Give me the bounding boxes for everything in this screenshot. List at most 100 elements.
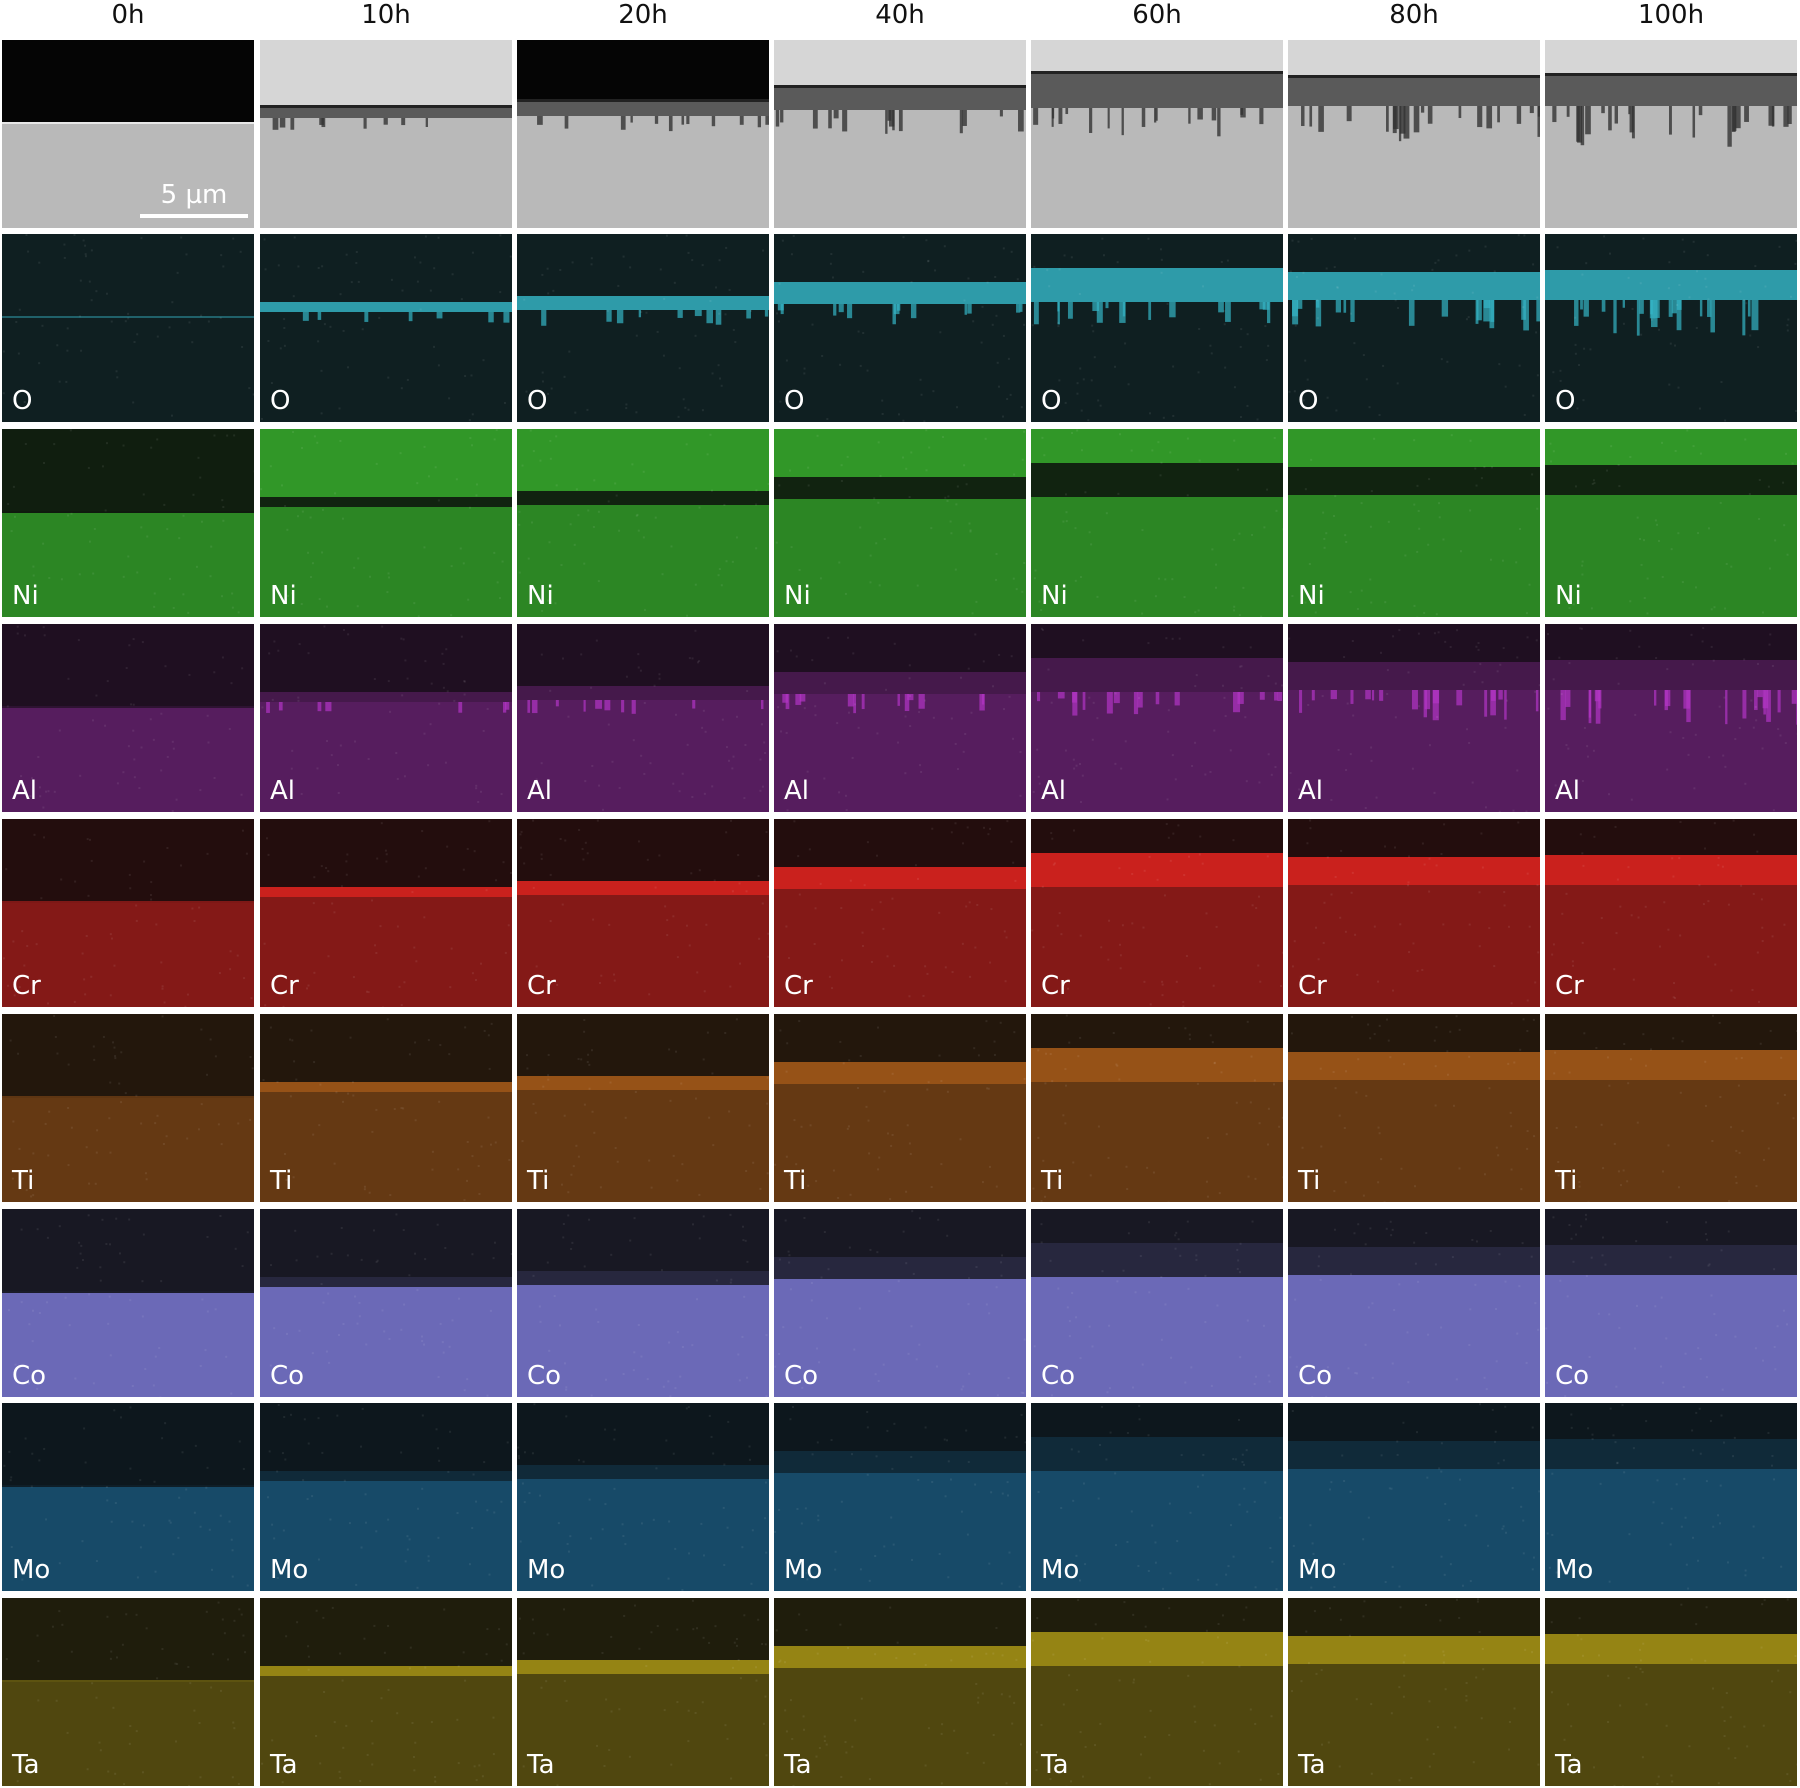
element-label-al: Al	[12, 776, 38, 806]
sem-image	[1545, 40, 1797, 228]
mo-image	[260, 1403, 512, 1591]
element-label-cr: Cr	[527, 971, 556, 1001]
ti-image	[1288, 1014, 1540, 1202]
sem-image	[774, 40, 1026, 228]
element-label-ta: Ta	[784, 1750, 812, 1780]
ti-image	[260, 1014, 512, 1202]
ta-image	[1288, 1598, 1540, 1786]
ta-image	[1031, 1598, 1283, 1786]
o-image	[260, 234, 512, 422]
cr-image	[774, 819, 1026, 1007]
al-map-80h: Al	[1288, 624, 1540, 812]
element-label-ti: Ti	[1298, 1166, 1321, 1196]
scale-bar-line	[140, 214, 248, 218]
ti-map-80h: Ti	[1288, 1014, 1540, 1202]
al-image	[2, 624, 254, 812]
ti-map-0h: Ti	[2, 1014, 254, 1202]
mo-map-40h: Mo	[774, 1403, 1026, 1591]
element-label-al: Al	[270, 776, 296, 806]
al-image	[774, 624, 1026, 812]
ni-map-10h: Ni	[260, 429, 512, 617]
element-label-co: Co	[1041, 1361, 1076, 1391]
element-label-o: O	[270, 386, 291, 416]
element-label-o: O	[12, 386, 33, 416]
o-map-100h: O	[1545, 234, 1797, 422]
column-header-row: 0h 10h 20h 40h 60h 80h 100h	[0, 0, 1800, 40]
column-title-40h: 40h	[875, 0, 925, 30]
element-label-cr: Cr	[12, 971, 41, 1001]
ta-image	[2, 1598, 254, 1786]
ta-map-40h: Ta	[774, 1598, 1026, 1786]
sem-map-0h	[2, 40, 254, 228]
element-label-co: Co	[527, 1361, 562, 1391]
element-label-mo: Mo	[270, 1555, 309, 1585]
mo-map-10h: Mo	[260, 1403, 512, 1591]
al-image	[517, 624, 769, 812]
ni-image	[1545, 429, 1797, 617]
co-map-60h: Co	[1031, 1209, 1283, 1397]
element-label-ti: Ti	[12, 1166, 35, 1196]
mo-image	[1288, 1403, 1540, 1591]
o-map-20h: O	[517, 234, 769, 422]
o-image	[517, 234, 769, 422]
column-title-80h: 80h	[1389, 0, 1439, 30]
o-image	[774, 234, 1026, 422]
co-map-0h: Co	[2, 1209, 254, 1397]
element-label-cr: Cr	[270, 971, 299, 1001]
al-map-10h: Al	[260, 624, 512, 812]
ta-image	[774, 1598, 1026, 1786]
column-title-20h: 20h	[618, 0, 668, 30]
sem-map-40h	[774, 40, 1026, 228]
o-map-40h: O	[774, 234, 1026, 422]
ni-image	[774, 429, 1026, 617]
element-label-ti: Ti	[1555, 1166, 1578, 1196]
ni-map-0h: Ni	[2, 429, 254, 617]
element-label-ta: Ta	[1041, 1750, 1069, 1780]
element-label-ni: Ni	[784, 581, 811, 611]
ni-image	[1031, 429, 1283, 617]
ta-map-20h: Ta	[517, 1598, 769, 1786]
element-label-cr: Cr	[784, 971, 813, 1001]
co-image	[260, 1209, 512, 1397]
o-map-10h: O	[260, 234, 512, 422]
o-map-80h: O	[1288, 234, 1540, 422]
co-image	[1288, 1209, 1540, 1397]
element-label-o: O	[1298, 386, 1319, 416]
mo-map-20h: Mo	[517, 1403, 769, 1591]
element-label-al: Al	[527, 776, 553, 806]
element-label-ni: Ni	[527, 581, 554, 611]
element-label-mo: Mo	[1298, 1555, 1337, 1585]
element-label-mo: Mo	[12, 1555, 51, 1585]
element-label-al: Al	[1041, 776, 1067, 806]
ti-map-10h: Ti	[260, 1014, 512, 1202]
element-label-ti: Ti	[527, 1166, 550, 1196]
element-label-ni: Ni	[270, 581, 297, 611]
ni-image	[2, 429, 254, 617]
mo-map-0h: Mo	[2, 1403, 254, 1591]
element-label-o: O	[1555, 386, 1576, 416]
o-map-60h: O	[1031, 234, 1283, 422]
cr-image	[1545, 819, 1797, 1007]
sem-map-80h	[1288, 40, 1540, 228]
o-image	[1031, 234, 1283, 422]
sem-map-100h	[1545, 40, 1797, 228]
column-title-60h: 60h	[1132, 0, 1182, 30]
ni-image	[517, 429, 769, 617]
al-map-100h: Al	[1545, 624, 1797, 812]
ti-map-60h: Ti	[1031, 1014, 1283, 1202]
element-label-cr: Cr	[1298, 971, 1327, 1001]
element-label-mo: Mo	[527, 1555, 566, 1585]
element-label-ni: Ni	[12, 581, 39, 611]
co-map-20h: Co	[517, 1209, 769, 1397]
ni-map-20h: Ni	[517, 429, 769, 617]
sem-image	[1288, 40, 1540, 228]
ni-map-80h: Ni	[1288, 429, 1540, 617]
element-label-cr: Cr	[1041, 971, 1070, 1001]
ta-image	[517, 1598, 769, 1786]
o-image	[1545, 234, 1797, 422]
mo-image	[1545, 1403, 1797, 1591]
ni-image	[1288, 429, 1540, 617]
sem-map-10h	[260, 40, 512, 228]
mo-map-60h: Mo	[1031, 1403, 1283, 1591]
al-image	[1545, 624, 1797, 812]
